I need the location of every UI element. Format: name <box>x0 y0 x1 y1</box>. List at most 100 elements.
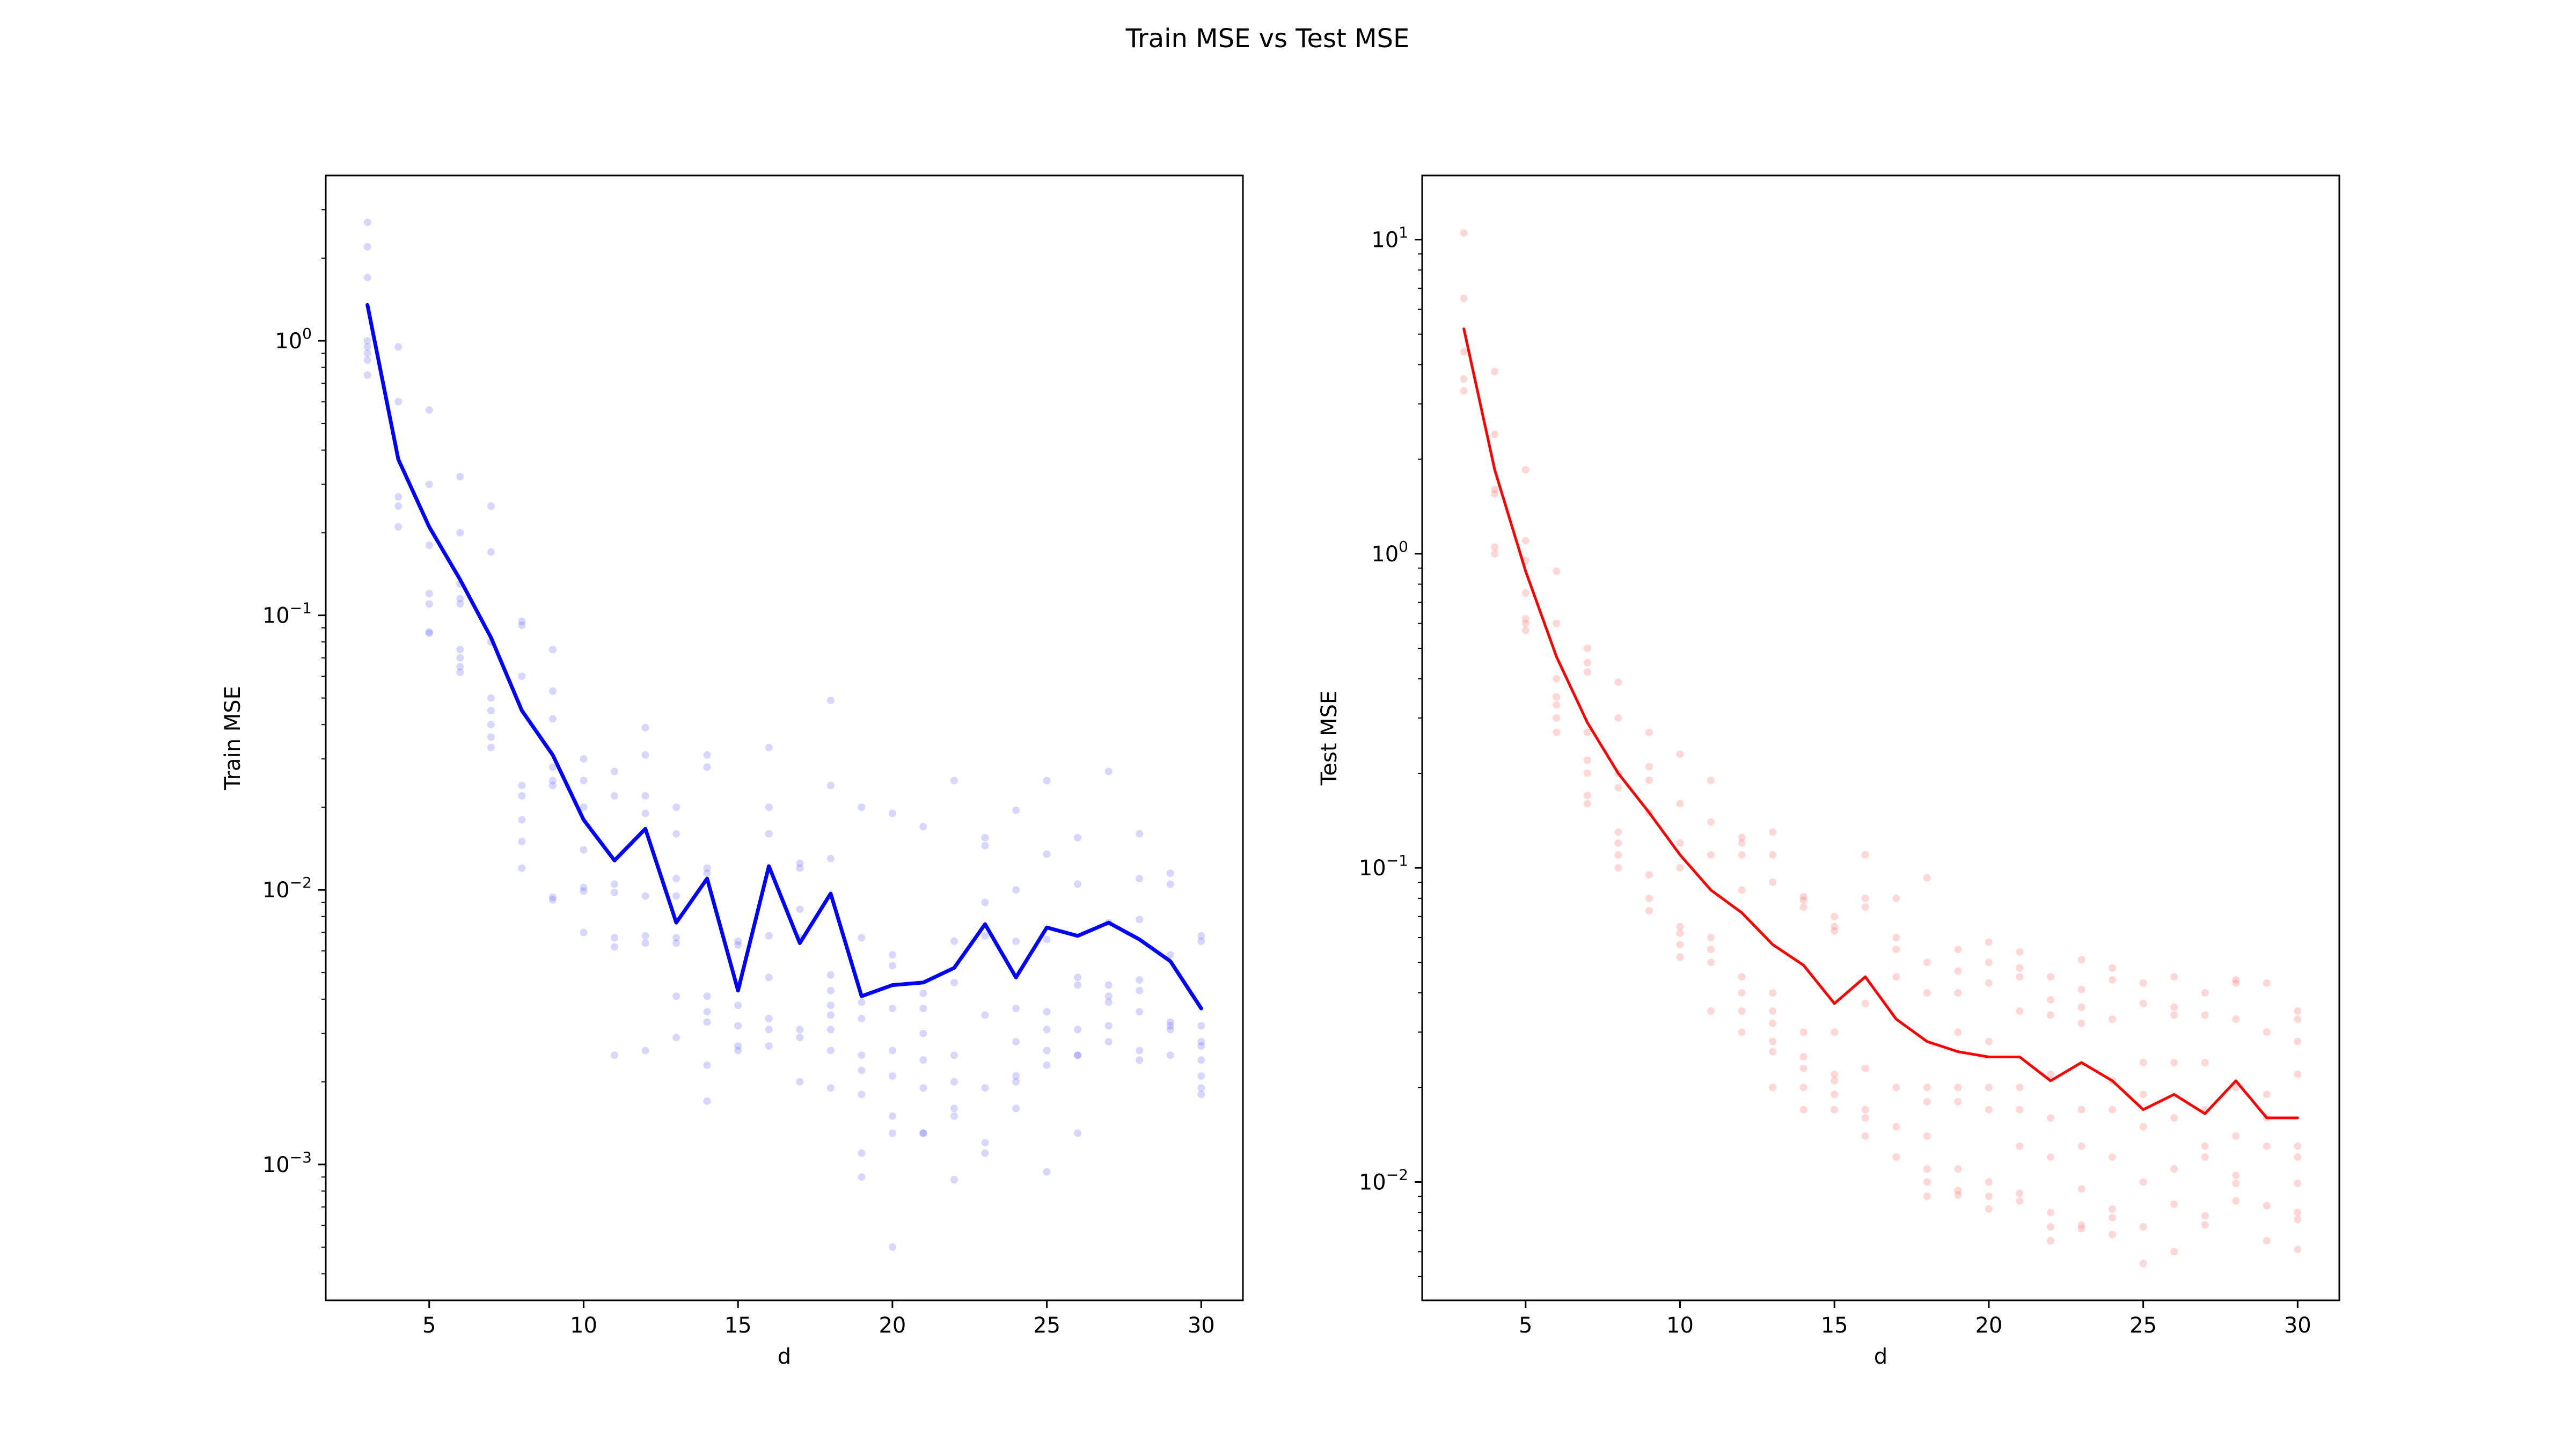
train-run-point <box>919 1056 927 1064</box>
test-run-point <box>1861 1106 1869 1114</box>
test-run-point <box>1738 1007 1746 1015</box>
test-run-point <box>1954 1084 1962 1092</box>
train-run-point <box>734 1042 742 1050</box>
test-y-tick-label: 101 <box>1371 223 1408 252</box>
train-run-point <box>487 733 495 741</box>
train-run-point <box>981 833 989 841</box>
test-run-point <box>1460 348 1468 356</box>
train-run-point <box>826 697 835 705</box>
train-run-point <box>425 630 433 638</box>
test-run-point <box>1738 1028 1746 1036</box>
test-run-point <box>2139 1091 2147 1099</box>
train-run-point <box>765 1026 773 1034</box>
train-run-point <box>734 1022 742 1030</box>
train-y-ticks: 10−3 10−2 10−1 100 <box>262 209 326 1275</box>
test-run-point <box>1831 1106 1839 1114</box>
test-run-point <box>2109 1205 2117 1213</box>
train-run-point <box>858 934 866 942</box>
test-run-point <box>1614 678 1622 686</box>
train-run-point <box>1074 880 1082 888</box>
train-run-point <box>950 937 958 945</box>
test-run-point <box>2016 1084 2024 1092</box>
train-run-point <box>826 1046 835 1055</box>
test-run-point <box>2232 1132 2240 1140</box>
test-y-ticks: 10−2 10−1 100 101 <box>1359 223 1422 1277</box>
test-run-point <box>1892 934 1900 941</box>
test-run-point <box>2139 1260 2147 1268</box>
test-run-point <box>1985 1084 1993 1092</box>
train-run-point <box>888 951 896 959</box>
train-run-point <box>672 830 680 838</box>
test-run-point <box>2294 1015 2302 1023</box>
test-run-point <box>1553 728 1561 736</box>
train-run-point <box>1136 916 1144 924</box>
test-run-point <box>1892 1123 1900 1131</box>
test-run-point <box>2109 976 2117 984</box>
test-run-point <box>1985 979 1993 987</box>
test-run-point <box>1892 894 1900 902</box>
train-run-point <box>1197 937 1205 945</box>
train-run-point <box>363 218 371 226</box>
train-run-point <box>518 621 526 630</box>
test-run-point <box>2077 1225 2085 1233</box>
test-run-point <box>2201 1058 2209 1066</box>
test-run-point <box>1831 1071 1839 1078</box>
test-run-point <box>1799 1084 1807 1092</box>
train-run-point <box>1012 1078 1020 1086</box>
test-run-point <box>1831 923 1839 931</box>
train-run-point <box>487 694 495 702</box>
train-run-point <box>796 1026 804 1034</box>
test-run-point <box>2170 1058 2178 1066</box>
test-run-point <box>2077 1019 2085 1027</box>
train-run-point <box>456 646 464 654</box>
test-run-point <box>2232 1084 2240 1092</box>
train-x-ticks: 5 10 15 20 25 30 <box>422 1300 1215 1338</box>
train-run-point <box>1166 880 1174 888</box>
train-run-point <box>580 777 588 785</box>
test-run-point <box>1923 1084 1931 1092</box>
train-run-point <box>950 978 958 986</box>
test-run-point <box>1738 833 1746 841</box>
train-run-point <box>826 854 835 862</box>
test-run-point <box>2263 1202 2271 1210</box>
train-run-point <box>1197 1042 1205 1050</box>
test-run-point <box>1645 894 1653 902</box>
train-run-point <box>703 992 711 1000</box>
test-run-point <box>1521 589 1529 597</box>
test-run-point <box>1923 958 1931 967</box>
train-run-point <box>1012 1038 1020 1046</box>
train-run-point <box>518 816 526 824</box>
test-run-point <box>1707 851 1715 859</box>
test-run-point <box>1707 818 1715 826</box>
train-run-point <box>1104 998 1113 1006</box>
train-run-point <box>703 1097 711 1105</box>
test-run-point <box>1954 967 1962 975</box>
train-run-point <box>1012 937 1020 945</box>
test-run-point <box>1707 946 1715 954</box>
train-run-point <box>487 707 495 714</box>
test-run-point <box>1553 714 1561 722</box>
test-run-point <box>1831 927 1839 935</box>
test-run-point <box>2047 1237 2054 1245</box>
train-run-point <box>826 1001 835 1009</box>
test-x-tick-label: 5 <box>1519 1313 1532 1338</box>
test-run-point <box>1769 828 1777 836</box>
train-run-point <box>611 880 618 888</box>
train-run-point <box>1136 976 1144 984</box>
test-run-point <box>2232 976 2240 984</box>
train-run-point <box>981 1084 989 1092</box>
train-run-point <box>734 1001 742 1009</box>
test-run-point <box>1583 800 1591 808</box>
train-run-point <box>765 974 773 982</box>
train-run-point <box>641 932 649 940</box>
test-mse-panel: 5 10 15 20 25 30 10−2 10−1 100 101 d Test MSE <box>1317 174 2340 1369</box>
train-scatter-points <box>363 218 1205 1251</box>
train-mean-line <box>365 303 1203 1011</box>
test-run-point <box>1645 777 1653 784</box>
test-run-point <box>2109 1015 2117 1023</box>
train-run-point <box>456 473 464 481</box>
train-run-point <box>765 1042 773 1050</box>
test-run-point <box>1892 1153 1900 1161</box>
test-run-point <box>1923 1192 1931 1201</box>
test-run-point <box>2077 1185 2085 1193</box>
